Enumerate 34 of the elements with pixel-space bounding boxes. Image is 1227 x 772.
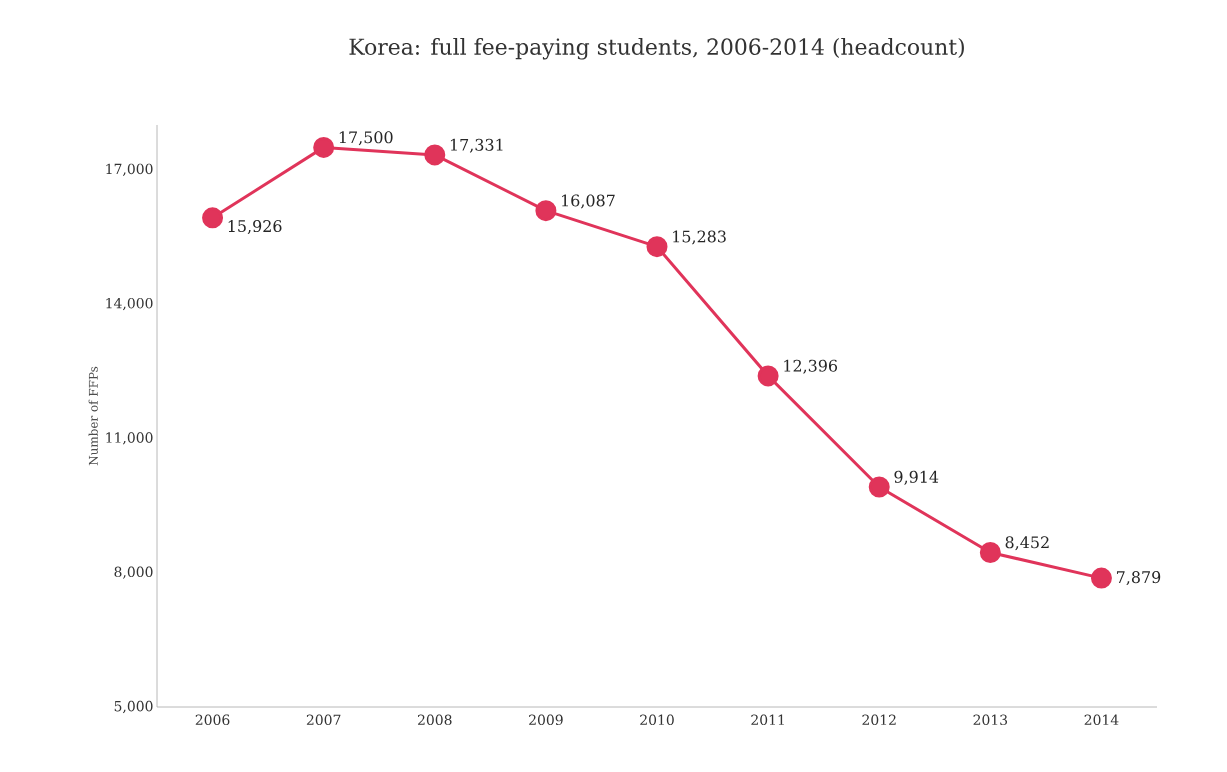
data-label: 15,283 [673,230,726,245]
x-tick-label: 2011 [751,714,784,726]
point [868,476,890,498]
point [202,207,224,229]
point [979,541,1001,563]
y-tick-label: 17,000 [106,163,153,176]
data-label: 17,500 [339,131,393,146]
x-tick-label: 2006 [195,714,230,726]
x-tick-label: 2007 [306,714,341,726]
data-label: 12,396 [784,359,838,374]
x-tick-label: 2010 [640,714,674,726]
point [757,365,779,387]
y-axis-title: Number of FFPs [88,366,98,466]
x-tick-label: 2012 [862,714,896,726]
y-tick-label: 14,000 [106,297,153,311]
data-label: 7,879 [1116,571,1161,586]
data-label: 17,331 [450,138,503,153]
point [646,236,668,258]
data-label: 15,926 [228,220,282,235]
point [313,136,335,158]
data-label: 9,914 [894,470,939,485]
data-label: 8,452 [1005,536,1049,551]
data-label: 16,087 [562,194,615,209]
x-tick-label: 2009 [529,714,563,726]
x-tick-label: 2014 [1084,714,1119,726]
point [1090,567,1112,589]
y-tick-label: 8,000 [114,566,153,579]
y-tick-label: 5,000 [114,700,153,714]
point [535,200,557,222]
chart-title: Korea: full fee-paying students, 2006-2014 (headcount) [349,37,964,60]
y-tick-label: 11,000 [106,432,153,445]
point [424,144,446,166]
x-tick-label: 2008 [417,714,452,726]
x-tick-label: 2013 [973,714,1008,726]
